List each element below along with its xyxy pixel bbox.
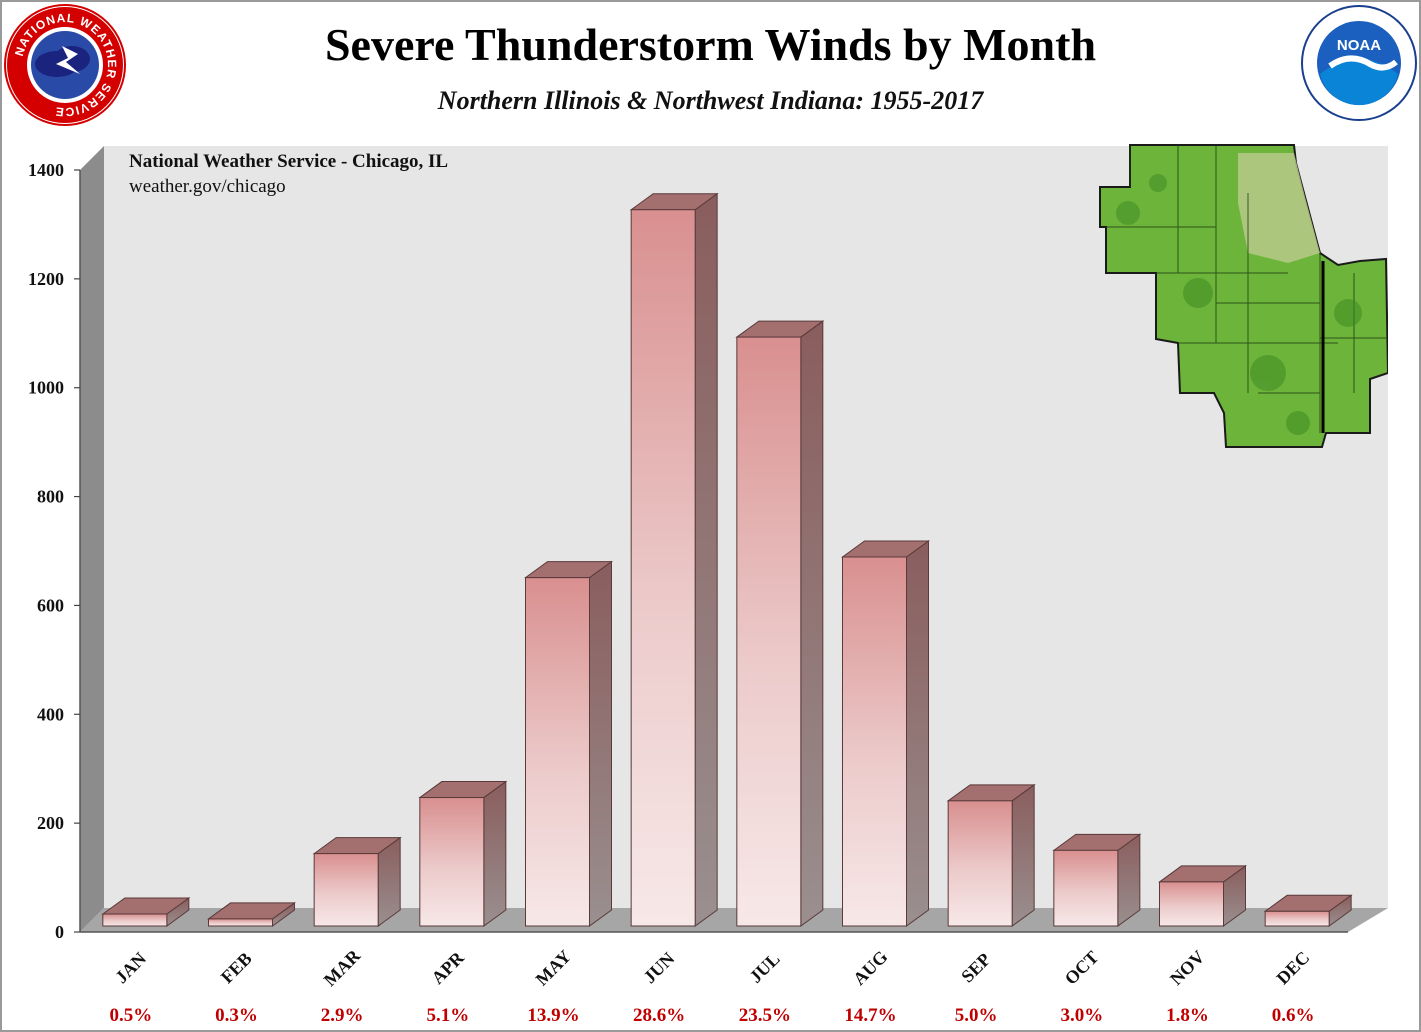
chart-title: Severe Thunderstorm Winds by Month [324, 19, 1097, 70]
chart-subtitle: Northern Illinois & Northwest Indiana: 1… [437, 86, 984, 115]
bar-side [800, 320, 824, 927]
bar-aug [840, 539, 931, 927]
percent-label: 0.5% [109, 1005, 152, 1026]
percent-label: 28.6% [633, 1005, 685, 1026]
percent-label: 2.9% [321, 1005, 364, 1026]
y-tick-label: 400 [37, 704, 64, 724]
bar-nov [1157, 864, 1248, 927]
bar-front [102, 913, 168, 927]
bar-front [419, 797, 485, 927]
bar-jul [735, 320, 825, 927]
x-tick-label: FEB [217, 948, 256, 987]
bar-side [1011, 783, 1035, 927]
bar-side [694, 192, 718, 927]
x-tick-label: AUG [849, 947, 891, 989]
x-tick-label: JUL [745, 949, 783, 987]
x-tick-label: JAN [111, 948, 150, 987]
percent-label: 0.6% [1272, 1005, 1315, 1026]
percent-label: 5.1% [426, 1005, 469, 1026]
bar-jan [101, 897, 191, 927]
bar-jun [629, 192, 719, 927]
bar-side [906, 539, 929, 927]
bar-oct [1052, 833, 1142, 927]
x-tick-label: JUN [639, 948, 678, 987]
bar-sep [946, 783, 1036, 927]
x-tick-label: DEC [1272, 947, 1313, 988]
bar-side [589, 560, 612, 927]
bar-front [842, 556, 907, 927]
percent-label: 5.0% [955, 1005, 998, 1026]
x-tick-label: MAY [532, 946, 575, 989]
bar-may [523, 560, 614, 927]
bar-front [525, 577, 590, 927]
percent-label: 14.7% [844, 1005, 896, 1026]
bar-side [483, 780, 507, 927]
percent-label: 13.9% [527, 1005, 579, 1026]
bar-front [736, 336, 802, 927]
y-tick-label: 1400 [28, 160, 64, 180]
bar-front [947, 800, 1013, 927]
x-tick-label: APR [427, 947, 468, 988]
bar-apr [418, 780, 508, 927]
bar-feb [206, 901, 297, 927]
percent-label: 3.0% [1060, 1005, 1103, 1026]
bar-front [630, 209, 696, 927]
y-tick-label: 800 [37, 487, 64, 507]
bar-front [313, 853, 379, 927]
x-tick-label: MAR [320, 945, 365, 990]
bar-mar [312, 836, 402, 927]
y-tick-label: 200 [37, 813, 64, 833]
bar-dec [1263, 894, 1353, 927]
x-tick-label: NOV [1166, 947, 1208, 989]
y-tick-label: 0 [55, 922, 64, 942]
credit-line-2: weather.gov/chicago [129, 176, 286, 197]
county-map-icon [1098, 143, 1390, 448]
x-tick-label: SEP [957, 949, 994, 986]
bar-front [1264, 910, 1330, 927]
side-wall [80, 146, 104, 932]
bar-front [1159, 881, 1224, 927]
nws-logo-icon: NATIONAL WEATHER SERVICE [2, 2, 128, 128]
bar-front [208, 918, 273, 927]
percent-label: 1.8% [1166, 1005, 1209, 1026]
y-tick-label: 1000 [28, 378, 64, 398]
percent-label: 0.3% [215, 1005, 258, 1026]
credit-line-1: National Weather Service - Chicago, IL [129, 151, 449, 172]
y-tick-label: 1200 [28, 269, 64, 289]
noaa-logo-icon: NOAA [1300, 4, 1418, 122]
percent-label: 23.5% [739, 1005, 791, 1026]
x-tick-label: OCT [1061, 947, 1103, 989]
y-tick-label: 600 [37, 595, 64, 615]
svg-text:NOAA: NOAA [1337, 37, 1381, 54]
bar-front [1053, 849, 1119, 927]
